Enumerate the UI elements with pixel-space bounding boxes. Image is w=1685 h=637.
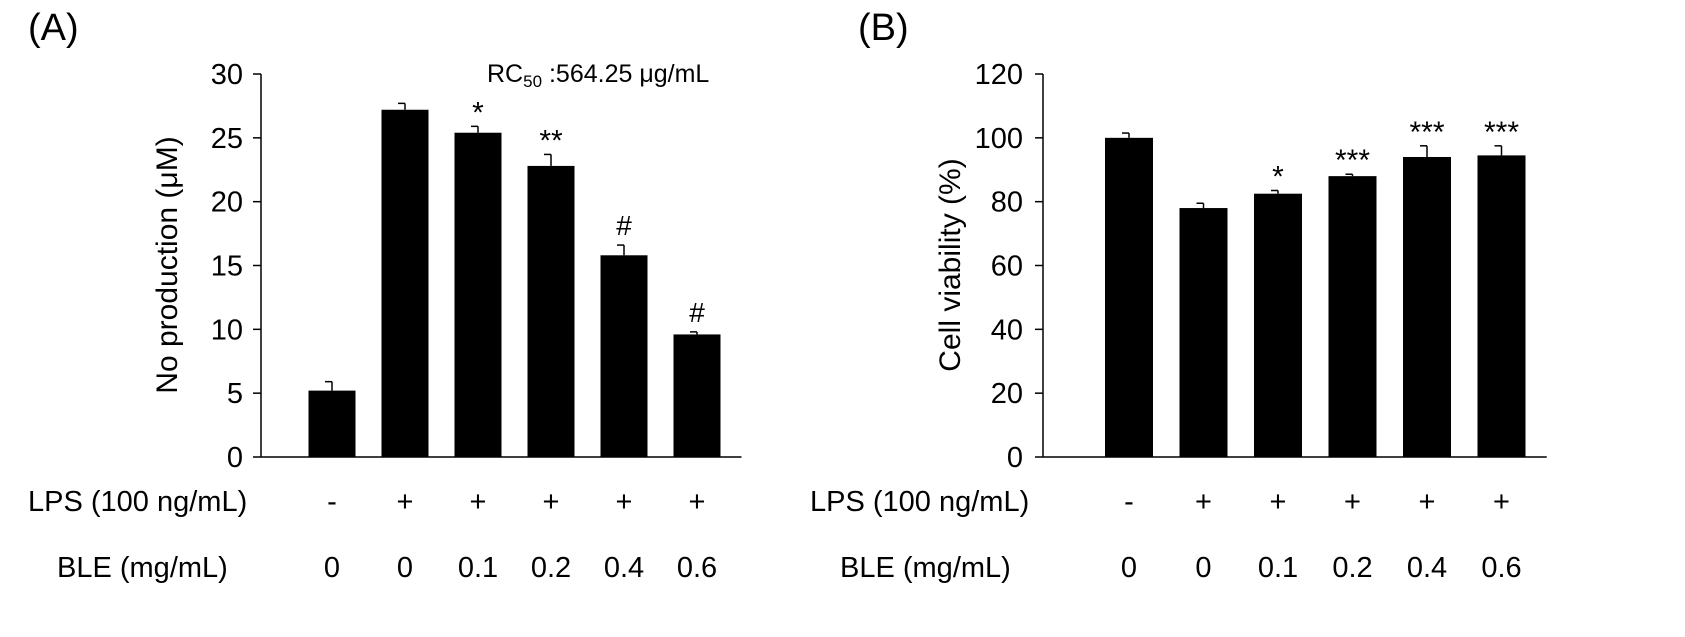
y-axis-label-b: Cell viability (%) [934, 158, 967, 371]
lps-value-b: + [1344, 486, 1361, 518]
bars-a: ***## [308, 96, 721, 458]
significance-marker-a: # [689, 297, 705, 328]
lps-value-a: + [616, 486, 633, 518]
y-tick-label-a: 30 [211, 59, 243, 91]
conditions-a: LPS (100 ng/mL) BLE (mg/mL) - 0 +0 +0.1 +0.2… [28, 486, 717, 584]
significance-marker-b: *** [1335, 144, 1370, 177]
ble-value-a: 0 [397, 552, 413, 584]
lps-value-b: + [1419, 486, 1436, 518]
bar-b [1179, 208, 1228, 457]
y-tick-label-b: 100 [975, 123, 1023, 155]
panel-a: (A) RC50 :564.25 μg/mL No production (μM… [28, 7, 742, 584]
bar-a [600, 255, 648, 457]
bar-a [673, 334, 721, 457]
y-tick-label-b: 40 [991, 314, 1023, 346]
bar-b [1105, 137, 1153, 458]
significance-marker-a: * [472, 96, 484, 129]
lps-value-b: - [1124, 486, 1134, 518]
bar-b [1477, 155, 1526, 457]
rc50-value: :564.25 μg/mL [542, 60, 709, 88]
lps-value-a: - [327, 486, 337, 518]
rc50-subscript: 50 [523, 72, 542, 91]
bar-b [1254, 193, 1302, 457]
y-tick-label-a: 10 [211, 314, 243, 346]
significance-marker-b: *** [1484, 116, 1519, 149]
y-tick-label-a: 25 [211, 123, 243, 155]
ble-value-a: 0.4 [604, 552, 644, 584]
ble-value-b: 0.4 [1407, 552, 1447, 584]
significance-marker-b: * [1272, 160, 1284, 193]
bar-b [1328, 176, 1377, 457]
y-tick-label-a: 15 [211, 251, 243, 283]
bar-b [1403, 156, 1451, 457]
panel-b-label: (B) [858, 7, 909, 49]
y-tick-label-b: 80 [991, 187, 1023, 219]
y-tick-label-b: 120 [975, 59, 1023, 91]
lps-label-b: LPS (100 ng/mL) [810, 486, 1029, 518]
lps-value-a: + [543, 486, 560, 518]
ble-label-b: BLE (mg/mL) [840, 552, 1011, 584]
lps-value-a: + [689, 486, 706, 518]
bar-a [381, 109, 429, 457]
panel-a-label: (A) [28, 7, 79, 49]
significance-marker-a: # [616, 210, 632, 241]
ble-value-b: 0 [1121, 552, 1137, 584]
ble-value-b: 0.1 [1258, 552, 1298, 584]
ble-value-a: 0.6 [677, 552, 717, 584]
ble-label-a: BLE (mg/mL) [57, 552, 228, 584]
y-tick-label-b: 20 [991, 378, 1023, 410]
lps-value-a: + [470, 486, 487, 518]
significance-marker-a: ** [539, 124, 563, 157]
bar-a [308, 390, 356, 457]
y-tick-label-b: 0 [1007, 442, 1023, 474]
y-tick-label-a: 20 [211, 187, 243, 219]
axes-a: 0 5 10 15 20 25 30 [211, 59, 742, 474]
ble-value-a: 0.1 [458, 552, 498, 584]
ble-value-b: 0.2 [1332, 552, 1372, 584]
rc50-prefix: RC [487, 60, 523, 88]
significance-marker-b: *** [1409, 116, 1444, 149]
lps-value-b: + [1493, 486, 1510, 518]
y-tick-label-b: 60 [991, 251, 1023, 283]
conditions-b: LPS (100 ng/mL) BLE (mg/mL) - 0 +0 +0.1 +0.2… [810, 486, 1522, 584]
panel-b: (B) Cell viability (%) 0 20 40 60 80 100 120 *… [810, 7, 1547, 584]
lps-value-b: + [1270, 486, 1287, 518]
ble-value-b: 0 [1195, 552, 1211, 584]
lps-label-a: LPS (100 ng/mL) [28, 486, 247, 518]
lps-value-a: + [397, 486, 414, 518]
y-tick-label-a: 5 [227, 378, 243, 410]
y-tick-label-a: 0 [227, 442, 243, 474]
ble-value-b: 0.6 [1481, 552, 1521, 584]
bars-b: * ****** *** [1105, 116, 1526, 458]
ble-value-a: 0 [324, 552, 340, 584]
bar-a [454, 132, 502, 457]
y-axis-label-a: No production (μM) [151, 136, 184, 393]
bar-a [527, 165, 575, 458]
lps-value-b: + [1195, 486, 1212, 518]
rc50-annotation: RC50 :564.25 μg/mL [487, 60, 709, 91]
ble-value-a: 0.2 [531, 552, 571, 584]
